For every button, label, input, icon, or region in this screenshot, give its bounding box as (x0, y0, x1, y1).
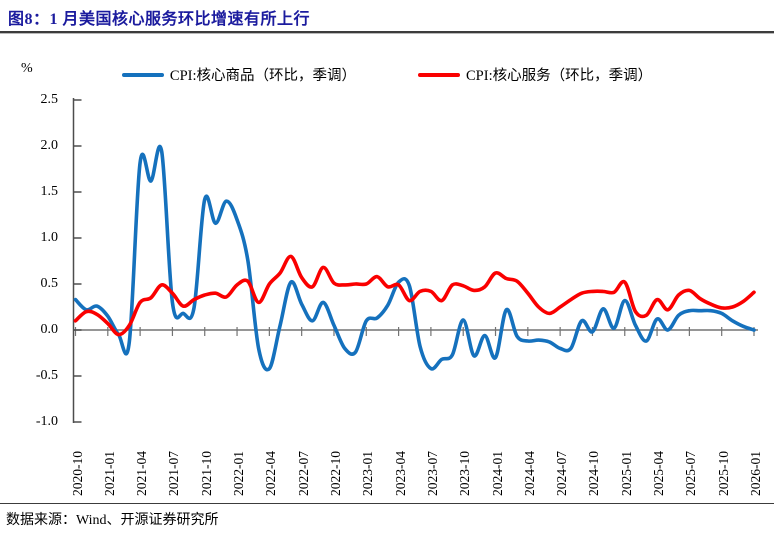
y-axis-unit-label: % (21, 61, 33, 76)
x-tick-label: 2020-10 (69, 451, 85, 496)
x-tick-label: 2022-01 (231, 451, 247, 496)
y-tick-label: 1.0 (40, 230, 59, 245)
y-tick-label: 2.5 (40, 92, 59, 107)
core-goods-line (73, 145, 756, 372)
x-tick-label: 2025-01 (618, 451, 634, 496)
x-tick-label: 2024-07 (554, 451, 570, 496)
chart-legend: CPI:核心商品（环比，季调） CPI:核心服务（环比，季调） (0, 64, 774, 85)
y-tick-label: -1.0 (35, 414, 58, 429)
x-tick-label: 2021-10 (198, 451, 214, 496)
x-tick-label: 2022-10 (327, 451, 343, 496)
x-tick-label: 2024-10 (586, 451, 602, 496)
y-tick-label: 2.0 (40, 138, 59, 153)
x-tick-label: 2025-04 (651, 451, 667, 496)
x-tick-label: 2021-07 (166, 451, 182, 496)
legend-label-core-goods: CPI:核心商品（环比，季调） (169, 68, 356, 84)
core-services-line-swatch (418, 72, 460, 77)
core-goods-line-swatch (121, 72, 164, 77)
y-tick-label: 0.0 (40, 322, 59, 337)
footer-divider (0, 503, 774, 504)
header-divider (0, 31, 774, 34)
x-tick-label: 2021-01 (101, 451, 117, 496)
data-source-note: 数据来源：Wind、开源证券研究所 (6, 513, 219, 528)
x-tick-label: 2024-01 (489, 451, 505, 496)
legend-label-core-services: CPI:核心服务（环比，季调） (466, 68, 653, 84)
x-tick-label: 2022-07 (295, 451, 311, 496)
y-tick-label: 0.5 (40, 276, 59, 291)
x-tick-label: 2021-04 (134, 451, 150, 496)
figure-title: 图8：1 月美国核心服务环比增速有所上行 (8, 11, 311, 28)
x-tick-label: 2024-04 (521, 451, 537, 496)
x-tick-label: 2025-07 (683, 451, 699, 496)
x-tick-label: 2023-01 (360, 451, 376, 496)
x-tick-label: 2023-07 (424, 451, 440, 496)
x-tick-label: 2023-10 (457, 451, 473, 496)
x-tick-label: 2025-10 (715, 451, 731, 496)
core-services-line (73, 254, 756, 337)
legend-item-core-goods: CPI:核心商品（环比，季调） (121, 64, 356, 85)
x-tick-label: 2022-04 (263, 451, 279, 496)
x-tick-label: 2023-04 (392, 451, 408, 496)
y-tick-label: -0.5 (35, 368, 58, 383)
y-tick-label: 1.5 (40, 184, 59, 199)
x-tick-label: 2026-01 (748, 451, 763, 496)
legend-item-core-services: CPI:核心服务（环比，季调） (418, 64, 652, 85)
